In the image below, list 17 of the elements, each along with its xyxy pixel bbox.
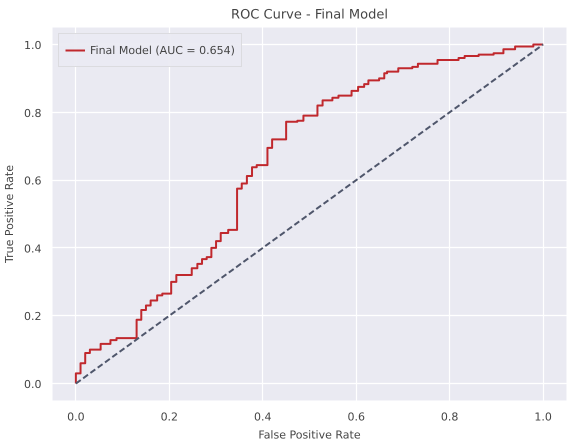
y-axis-title: True Positive Rate (3, 164, 16, 264)
y-tick-label: 0.6 (24, 174, 42, 188)
y-tick-label: 0.4 (24, 242, 42, 256)
x-tick-label: 0.4 (254, 410, 272, 424)
y-tick-label: 0.0 (24, 378, 42, 392)
line-series (74, 43, 544, 385)
y-tick-label: 1.0 (24, 38, 42, 52)
y-tick-label: 0.8 (24, 106, 42, 120)
x-tick-label: 1.0 (534, 410, 552, 424)
x-tick-label: 0.6 (347, 410, 365, 424)
x-tick-label: 0.2 (160, 410, 178, 424)
x-tick-label: 0.8 (440, 410, 458, 424)
x-tick-label: 0.0 (67, 410, 85, 424)
chart-title: ROC Curve - Final Model (231, 8, 388, 22)
x-axis-title: False Positive Rate (258, 428, 361, 442)
legend-label: Final Model (AUC = 0.654) (90, 44, 235, 56)
y-tick-label: 0.2 (24, 310, 42, 324)
